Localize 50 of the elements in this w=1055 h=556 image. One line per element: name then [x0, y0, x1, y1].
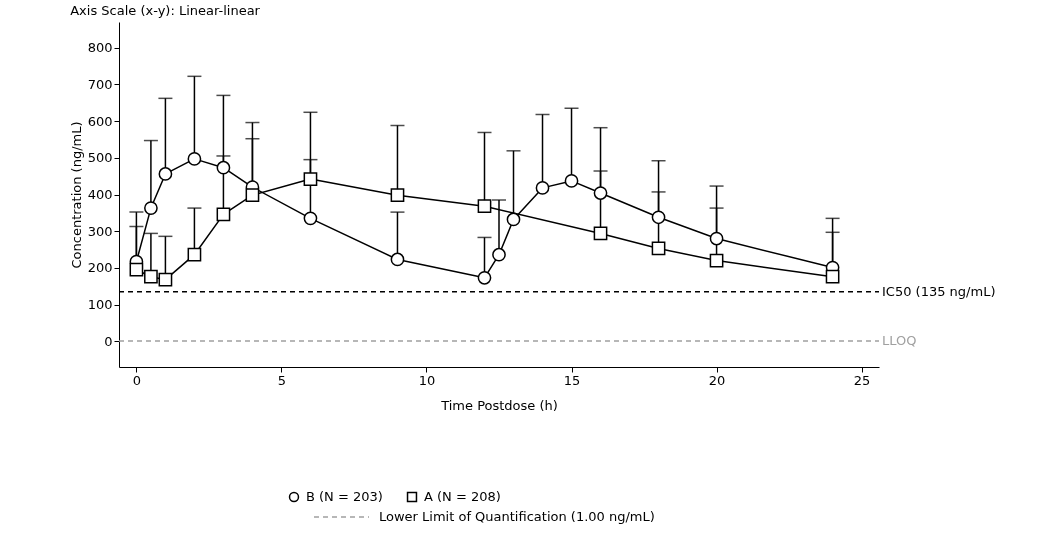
point [593, 226, 608, 241]
y-tick-label: 800 [87, 40, 113, 56]
ref-line-label: LLOQ [882, 332, 917, 348]
point [506, 212, 521, 227]
x-tick-label: 10 [418, 372, 436, 388]
point [158, 167, 173, 181]
point [492, 247, 506, 262]
point [825, 269, 840, 284]
point [709, 231, 724, 246]
x-tick-label: 15 [563, 372, 581, 388]
x-tick-label: 0 [132, 372, 142, 388]
point [144, 269, 158, 284]
text: Lower Limit of Quantification (1.00 ng/mL) [379, 509, 655, 524]
point [477, 270, 492, 285]
point [158, 272, 173, 287]
x-tick-label: 25 [853, 372, 871, 388]
x-tick-label: 20 [708, 372, 726, 388]
y-tick-label: 400 [87, 187, 113, 202]
legend-label: A (N = 208) [424, 489, 501, 504]
point [593, 186, 608, 200]
point [651, 241, 666, 256]
point [144, 201, 158, 215]
y-axis-title: Concentration (ng/mL) [68, 121, 84, 269]
y-tick-label: 100 [87, 297, 113, 313]
x-axis-title: Time Postdose (h) [440, 397, 558, 413]
point [477, 199, 492, 214]
point [245, 188, 260, 203]
point [216, 207, 231, 222]
x-tick-label: 5 [277, 372, 287, 388]
point [303, 172, 318, 186]
y-tick-label: 700 [87, 76, 113, 92]
y-tick-label: 600 [87, 113, 113, 129]
point [564, 174, 579, 188]
y-tick-label: 300 [87, 223, 113, 239]
y-tick-label: 200 [87, 260, 113, 276]
chart-title: Axis Scale (x-y): Linear-linear [70, 3, 261, 18]
point [129, 262, 144, 277]
point [187, 152, 202, 166]
y-tick-label: 0 [104, 333, 113, 349]
point [187, 247, 202, 262]
point [709, 253, 724, 268]
y-tick-label: 500 [87, 150, 113, 166]
point [303, 211, 318, 226]
ref-line-label: IC50 (135 ng/mL) [882, 283, 996, 299]
point [651, 210, 666, 225]
point [390, 188, 405, 203]
legend-label: B (N = 203) [306, 489, 383, 504]
point [390, 252, 405, 267]
point [216, 160, 231, 175]
point [535, 181, 550, 195]
